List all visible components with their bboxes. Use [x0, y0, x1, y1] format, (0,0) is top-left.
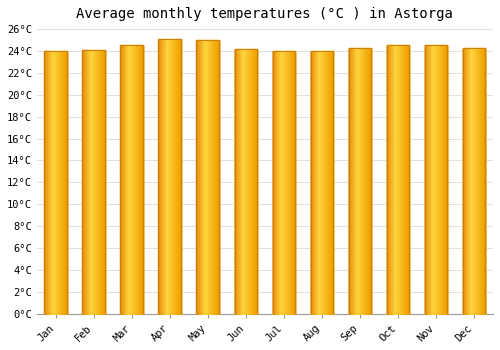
Title: Average monthly temperatures (°C ) in Astorga: Average monthly temperatures (°C ) in As…: [76, 7, 454, 21]
